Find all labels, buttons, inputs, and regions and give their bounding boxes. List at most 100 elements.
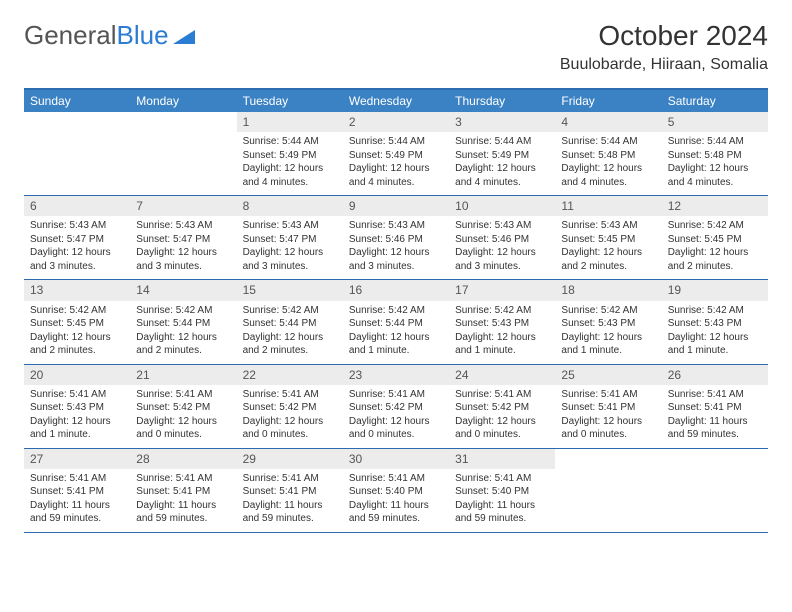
calendar-cell: 18Sunrise: 5:42 AMSunset: 5:43 PMDayligh… (555, 280, 661, 363)
sunset-text: Sunset: 5:41 PM (136, 485, 230, 499)
sunrise-text: Sunrise: 5:42 AM (243, 304, 337, 318)
sunset-text: Sunset: 5:44 PM (349, 317, 443, 331)
cell-body: Sunrise: 5:44 AMSunset: 5:49 PMDaylight:… (343, 132, 449, 195)
day-label-tue: Tuesday (237, 90, 343, 112)
cell-body: Sunrise: 5:41 AMSunset: 5:41 PMDaylight:… (662, 385, 768, 448)
day-number: 17 (449, 280, 555, 300)
cell-body: Sunrise: 5:43 AMSunset: 5:46 PMDaylight:… (343, 216, 449, 279)
sunset-text: Sunset: 5:48 PM (561, 149, 655, 163)
sunrise-text: Sunrise: 5:44 AM (243, 135, 337, 149)
daylight-text: Daylight: 12 hours and 0 minutes. (349, 415, 443, 442)
daylight-text: Daylight: 12 hours and 4 minutes. (455, 162, 549, 189)
day-number: 9 (343, 196, 449, 216)
sunset-text: Sunset: 5:41 PM (243, 485, 337, 499)
calendar-cell: 1Sunrise: 5:44 AMSunset: 5:49 PMDaylight… (237, 112, 343, 195)
day-number: 10 (449, 196, 555, 216)
sunrise-text: Sunrise: 5:41 AM (668, 388, 762, 402)
sunrise-text: Sunrise: 5:43 AM (243, 219, 337, 233)
calendar-cell: 27Sunrise: 5:41 AMSunset: 5:41 PMDayligh… (24, 449, 130, 532)
sunrise-text: Sunrise: 5:41 AM (136, 472, 230, 486)
cell-body: Sunrise: 5:41 AMSunset: 5:41 PMDaylight:… (130, 469, 236, 532)
sunrise-text: Sunrise: 5:42 AM (136, 304, 230, 318)
logo-text-blue: Blue (117, 20, 169, 51)
cell-body: Sunrise: 5:41 AMSunset: 5:42 PMDaylight:… (449, 385, 555, 448)
day-number: 19 (662, 280, 768, 300)
sunset-text: Sunset: 5:41 PM (668, 401, 762, 415)
daylight-text: Daylight: 12 hours and 3 minutes. (349, 246, 443, 273)
daylight-text: Daylight: 11 hours and 59 minutes. (243, 499, 337, 526)
daylight-text: Daylight: 12 hours and 4 minutes. (243, 162, 337, 189)
sunrise-text: Sunrise: 5:41 AM (455, 388, 549, 402)
day-label-sat: Saturday (662, 90, 768, 112)
calendar-cell: 23Sunrise: 5:41 AMSunset: 5:42 PMDayligh… (343, 365, 449, 448)
header: GeneralBlue October 2024 Buulobarde, Hii… (24, 20, 768, 74)
sunrise-text: Sunrise: 5:42 AM (30, 304, 124, 318)
day-header-row: Sunday Monday Tuesday Wednesday Thursday… (24, 90, 768, 112)
day-number: 31 (449, 449, 555, 469)
cell-body: Sunrise: 5:42 AMSunset: 5:43 PMDaylight:… (449, 301, 555, 364)
day-label-wed: Wednesday (343, 90, 449, 112)
sunrise-text: Sunrise: 5:41 AM (30, 472, 124, 486)
calendar-cell: 31Sunrise: 5:41 AMSunset: 5:40 PMDayligh… (449, 449, 555, 532)
daylight-text: Daylight: 12 hours and 4 minutes. (668, 162, 762, 189)
daylight-text: Daylight: 12 hours and 1 minute. (561, 331, 655, 358)
day-number: 22 (237, 365, 343, 385)
day-number: 2 (343, 112, 449, 132)
daylight-text: Daylight: 12 hours and 3 minutes. (30, 246, 124, 273)
daylight-text: Daylight: 12 hours and 3 minutes. (455, 246, 549, 273)
calendar: Sunday Monday Tuesday Wednesday Thursday… (24, 88, 768, 533)
cell-body: Sunrise: 5:43 AMSunset: 5:47 PMDaylight:… (24, 216, 130, 279)
cell-body: Sunrise: 5:41 AMSunset: 5:42 PMDaylight:… (343, 385, 449, 448)
day-number: 23 (343, 365, 449, 385)
daylight-text: Daylight: 12 hours and 0 minutes. (455, 415, 549, 442)
sunrise-text: Sunrise: 5:41 AM (30, 388, 124, 402)
sunrise-text: Sunrise: 5:44 AM (561, 135, 655, 149)
week-row: 1Sunrise: 5:44 AMSunset: 5:49 PMDaylight… (24, 112, 768, 196)
daylight-text: Daylight: 12 hours and 1 minute. (668, 331, 762, 358)
cell-body: Sunrise: 5:41 AMSunset: 5:41 PMDaylight:… (237, 469, 343, 532)
sunset-text: Sunset: 5:42 PM (243, 401, 337, 415)
daylight-text: Daylight: 12 hours and 0 minutes. (243, 415, 337, 442)
calendar-cell: 26Sunrise: 5:41 AMSunset: 5:41 PMDayligh… (662, 365, 768, 448)
sunset-text: Sunset: 5:49 PM (349, 149, 443, 163)
sunset-text: Sunset: 5:44 PM (243, 317, 337, 331)
day-number: 20 (24, 365, 130, 385)
sunrise-text: Sunrise: 5:44 AM (455, 135, 549, 149)
day-number: 24 (449, 365, 555, 385)
sunset-text: Sunset: 5:47 PM (30, 233, 124, 247)
cell-body: Sunrise: 5:42 AMSunset: 5:45 PMDaylight:… (662, 216, 768, 279)
day-number (555, 449, 661, 453)
calendar-cell: 19Sunrise: 5:42 AMSunset: 5:43 PMDayligh… (662, 280, 768, 363)
cell-body: Sunrise: 5:44 AMSunset: 5:49 PMDaylight:… (237, 132, 343, 195)
sunset-text: Sunset: 5:44 PM (136, 317, 230, 331)
sunrise-text: Sunrise: 5:41 AM (243, 472, 337, 486)
day-number: 3 (449, 112, 555, 132)
sunset-text: Sunset: 5:46 PM (349, 233, 443, 247)
day-number (24, 112, 130, 116)
day-number: 7 (130, 196, 236, 216)
sunset-text: Sunset: 5:45 PM (30, 317, 124, 331)
daylight-text: Daylight: 11 hours and 59 minutes. (30, 499, 124, 526)
sunset-text: Sunset: 5:43 PM (455, 317, 549, 331)
sunset-text: Sunset: 5:40 PM (455, 485, 549, 499)
day-label-thu: Thursday (449, 90, 555, 112)
day-number: 29 (237, 449, 343, 469)
sunrise-text: Sunrise: 5:41 AM (136, 388, 230, 402)
calendar-cell: 28Sunrise: 5:41 AMSunset: 5:41 PMDayligh… (130, 449, 236, 532)
sunrise-text: Sunrise: 5:43 AM (30, 219, 124, 233)
calendar-cell: 13Sunrise: 5:42 AMSunset: 5:45 PMDayligh… (24, 280, 130, 363)
daylight-text: Daylight: 12 hours and 4 minutes. (561, 162, 655, 189)
sunrise-text: Sunrise: 5:42 AM (455, 304, 549, 318)
cell-body: Sunrise: 5:42 AMSunset: 5:44 PMDaylight:… (237, 301, 343, 364)
day-number: 13 (24, 280, 130, 300)
calendar-cell: 25Sunrise: 5:41 AMSunset: 5:41 PMDayligh… (555, 365, 661, 448)
daylight-text: Daylight: 12 hours and 1 minute. (30, 415, 124, 442)
sunrise-text: Sunrise: 5:43 AM (455, 219, 549, 233)
calendar-cell: 8Sunrise: 5:43 AMSunset: 5:47 PMDaylight… (237, 196, 343, 279)
calendar-cell (662, 449, 768, 532)
daylight-text: Daylight: 12 hours and 3 minutes. (136, 246, 230, 273)
sunset-text: Sunset: 5:49 PM (455, 149, 549, 163)
day-number: 12 (662, 196, 768, 216)
calendar-cell: 12Sunrise: 5:42 AMSunset: 5:45 PMDayligh… (662, 196, 768, 279)
month-title: October 2024 (560, 20, 768, 52)
